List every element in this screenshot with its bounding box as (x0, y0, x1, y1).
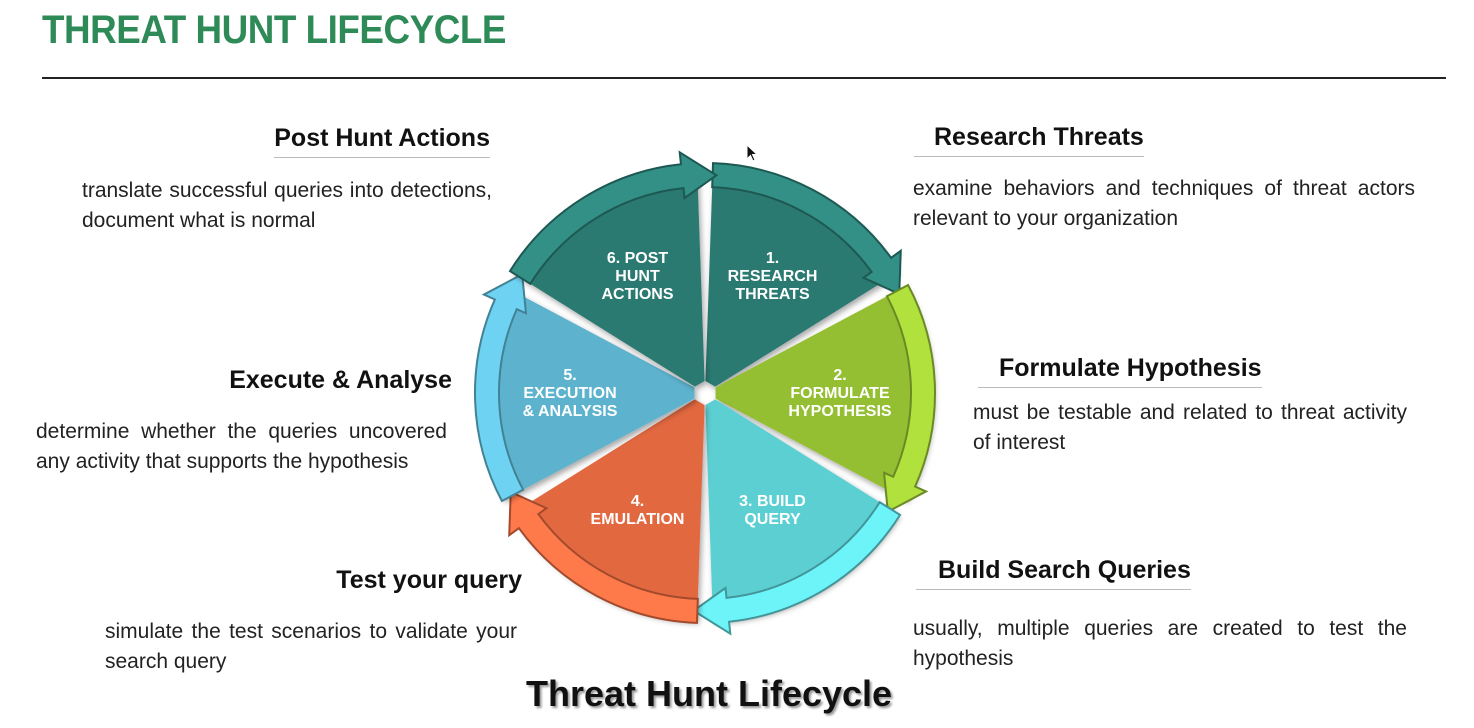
formulate-hypothesis-description: must be testable and related to threat a… (973, 401, 1407, 454)
research-threats-label: 1. RESEARCH THREATS (728, 250, 818, 303)
emulation-label: 4. EMULATION (591, 493, 685, 528)
emulation-arrow (508, 490, 699, 624)
post-hunt-actions-arrow (508, 150, 719, 286)
test-query-description: simulate the test scenarios to validate … (105, 620, 517, 673)
execute-analyse-heading: Execute & Analyse (229, 366, 452, 394)
research-threats-heading: Research Threats (914, 123, 1144, 157)
execution-analysis-arrow (474, 272, 528, 503)
post-hunt-actions-label: 6. POST HUNT ACTIONS (602, 250, 674, 303)
research-threats-description: examine behaviors and techniques of thre… (913, 177, 1415, 230)
mouse-pointer-icon (746, 144, 759, 162)
page-title: THREAT HUNT LIFECYCLE (42, 8, 506, 52)
formulate-hypothesis-label: 2. FORMULATE HYPOTHESIS (788, 367, 891, 420)
post-hunt-heading: Post Hunt Actions (274, 124, 490, 158)
execution-analysis-segment (477, 285, 695, 501)
build-queries-description: usually, multiple queries are created to… (913, 617, 1407, 670)
research-threats-arrow (711, 162, 902, 296)
execution-analysis-label: 5. EXECUTION & ANALYSIS (523, 367, 618, 420)
formulate-hypothesis-segment (715, 285, 934, 501)
title-divider (42, 77, 1446, 79)
build-query-arrow (691, 500, 902, 636)
diagram-caption: Threat Hunt Lifecycle (526, 673, 893, 714)
formulate-hypothesis-heading: Formulate Hypothesis (978, 354, 1262, 388)
build-queries-heading: Build Search Queries (916, 556, 1191, 590)
test-query-heading: Test your query (336, 566, 522, 594)
execute-analyse-description: determine whether the queries uncovered … (36, 420, 447, 473)
formulate-hypothesis-arrow (882, 283, 936, 514)
post-hunt-description: translate successful queries into detect… (82, 179, 492, 232)
build-query-label: 3. BUILD QUERY (739, 493, 806, 528)
